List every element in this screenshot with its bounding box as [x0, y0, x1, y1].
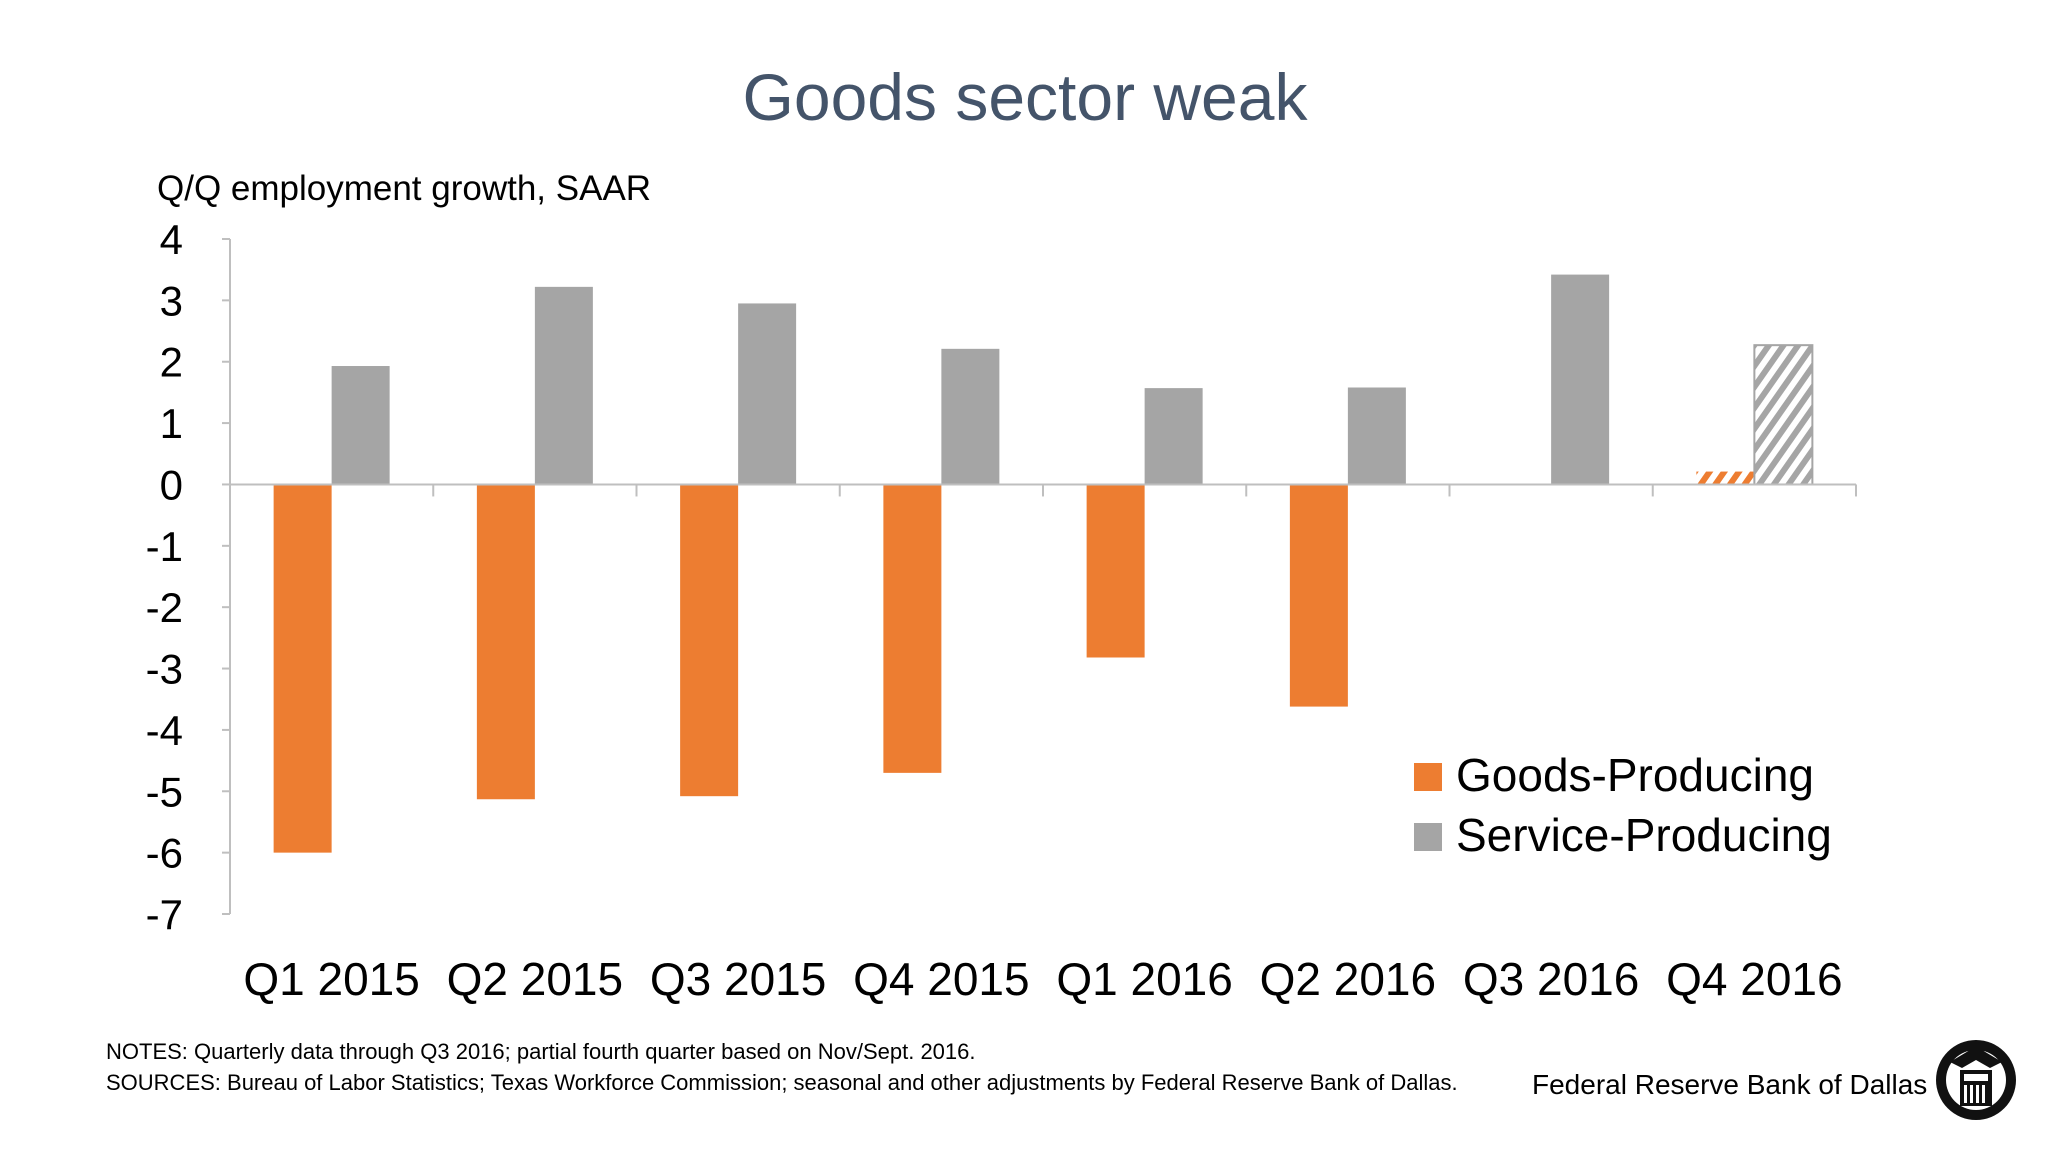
y-tick-label: 4: [160, 216, 183, 263]
federal-reserve-eagle-seal-icon: [1936, 1040, 2016, 1120]
service-producing-bar-q1-2016: [1144, 388, 1203, 485]
service-producing-bar-q4-2016: [1753, 344, 1814, 486]
service-producing-bar-q3-2015: [738, 303, 797, 485]
service-producing-bar-q2-2015: [534, 286, 593, 485]
x-tick-label: Q4 2015: [853, 953, 1029, 1005]
y-tick-label: 3: [160, 277, 183, 324]
y-tick-label: -4: [146, 707, 183, 754]
goods-producing-bar-q1-2016: [1086, 484, 1145, 658]
y-tick-label: -3: [146, 646, 183, 693]
service-producing-bar-q1-2015: [331, 366, 390, 485]
legend-label-service: Service-Producing: [1456, 809, 1832, 861]
y-axis-label: Q/Q employment growth, SAAR: [157, 169, 651, 208]
service-producing-bar-q4-2015: [941, 348, 1000, 485]
footer-notes: NOTES: Quarterly data through Q3 2016; p…: [106, 1039, 976, 1064]
plot-area: 4 3 2 1 0 -1 -2 -3 -4 -5 -6 -7 Q1 2015 Q2 2015 Q3 2015…: [146, 216, 1857, 1005]
x-tick-label: Q3 2015: [650, 953, 826, 1005]
service-producing-bar-q2-2016: [1347, 387, 1406, 485]
x-tick-label: Q3 2016: [1463, 953, 1639, 1005]
chart-title: Goods sector weak: [743, 60, 1309, 134]
footer-brand: Federal Reserve Bank of Dallas: [1532, 1069, 1927, 1100]
x-tick-label: Q1 2016: [1056, 953, 1232, 1005]
goods-producing-bar-q2-2016: [1289, 484, 1348, 707]
legend-label-goods: Goods-Producing: [1456, 749, 1814, 801]
legend-swatch-goods: [1414, 763, 1442, 791]
x-tick-label: Q2 2016: [1260, 953, 1436, 1005]
goods-producing-bar-q1-2015: [273, 484, 332, 853]
legend: Goods-Producing Service-Producing: [1414, 749, 1832, 861]
service-producing-bar-q3-2016: [1551, 274, 1610, 485]
y-tick-label: -5: [146, 768, 183, 815]
y-tick-label: -1: [146, 523, 183, 570]
goods-producing-bar-q2-2015: [476, 484, 535, 800]
y-tick-label: -7: [146, 891, 183, 938]
goods-producing-bar-q3-2015: [680, 484, 739, 797]
y-tick-label: -2: [146, 584, 183, 631]
y-tick-label: 0: [160, 461, 183, 508]
goods-producing-bar-q4-2015: [883, 484, 942, 773]
x-tick-label: Q1 2015: [243, 953, 419, 1005]
goods-producing-bar-q4-2016: [1696, 471, 1755, 485]
y-tick-label: 1: [160, 400, 183, 447]
legend-swatch-service: [1414, 823, 1442, 851]
footer-sources: SOURCES: Bureau of Labor Statistics; Tex…: [106, 1070, 1458, 1095]
x-tick-label: Q2 2015: [447, 953, 623, 1005]
y-tick-label: -6: [146, 830, 183, 877]
y-tick-label: 2: [160, 339, 183, 386]
x-tick-label: Q4 2016: [1666, 953, 1842, 1005]
